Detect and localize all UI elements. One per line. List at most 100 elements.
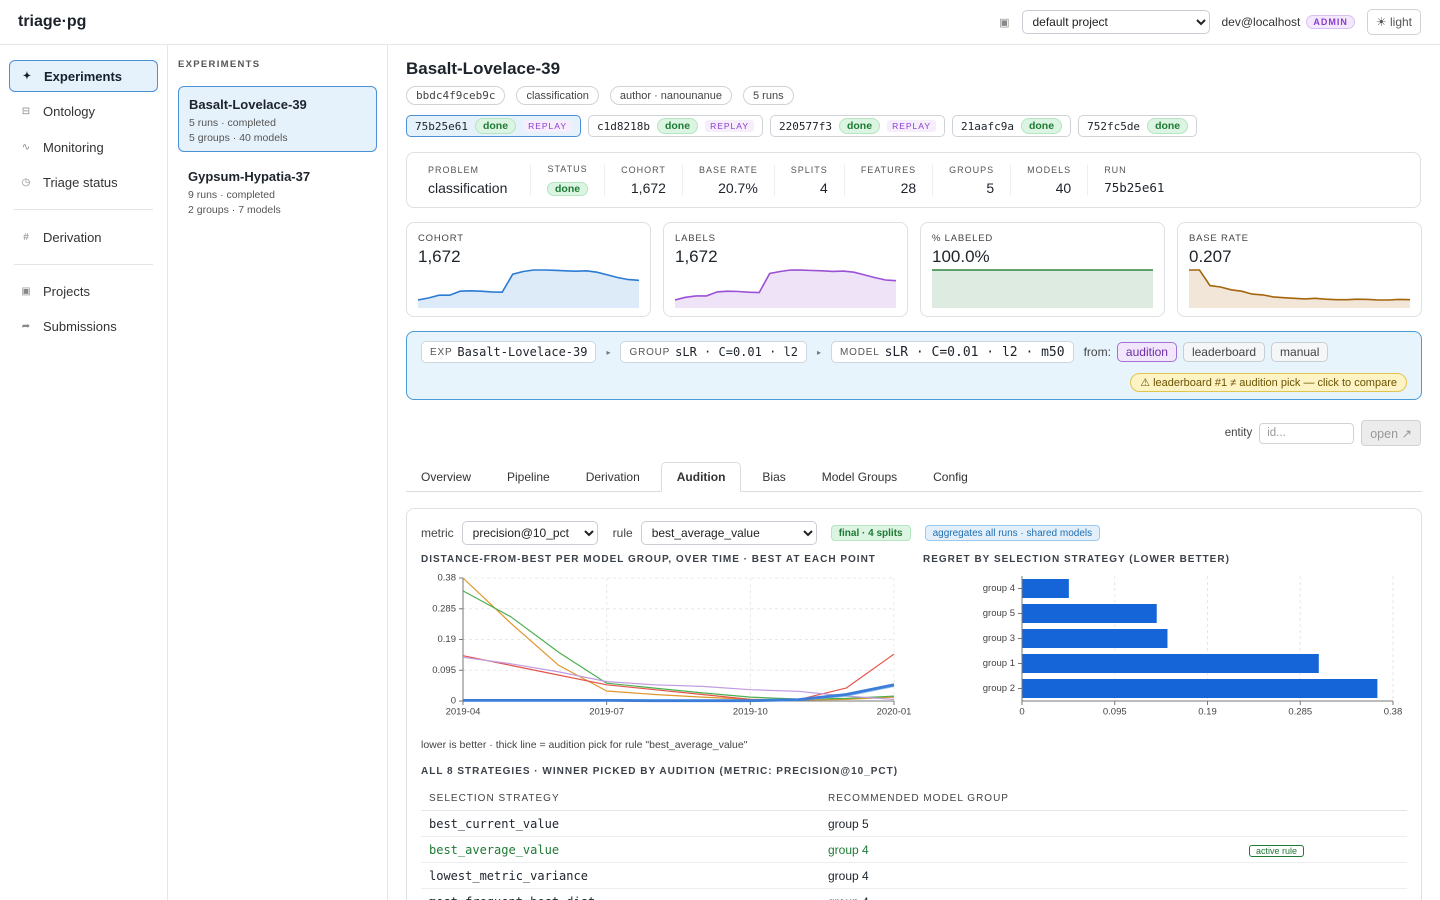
metric-label: BASE RATE xyxy=(1189,233,1249,244)
chip-value: sLR · C=0.01 · l2 xyxy=(675,345,798,359)
metric-value: 1,672 xyxy=(418,247,461,266)
table-row: most_frequent_best_distgroup 4 xyxy=(421,888,1407,900)
nav-item[interactable]: ∿ Monitoring xyxy=(21,139,104,155)
strategy-table: SELECTION STRATEGY RECOMMENDED MODEL GROU… xyxy=(421,786,1407,900)
run-pill[interactable]: 752fc5de done xyxy=(1078,115,1198,137)
run-pill[interactable]: 220577f3 done REPLAY xyxy=(770,115,945,137)
group-chip[interactable]: GROUP sLR · C=0.01 · l2 xyxy=(620,341,807,363)
chip-key: EXP xyxy=(430,346,453,358)
separator xyxy=(14,209,153,210)
nav-item[interactable]: ➦ Submissions xyxy=(21,318,117,334)
run-pill[interactable]: c1d8218b done REPLAY xyxy=(588,115,763,137)
tab[interactable]: Config xyxy=(933,470,968,484)
summary-value: 28 xyxy=(900,179,917,196)
summary-label: PROBLEM xyxy=(428,164,480,175)
tag-row: bbdc4f9ceb9c classification author · nan… xyxy=(406,86,805,105)
nav-item[interactable]: ✦ Experiments xyxy=(9,60,158,92)
top-bar: triage·pg ▣ default project dev@localhos… xyxy=(0,0,1440,45)
experiment-size: 5 groups · 40 models xyxy=(189,132,288,144)
summary-item: COHORT 1,672 xyxy=(604,164,682,196)
metric-select[interactable]: precision@10_pct xyxy=(461,521,598,545)
chip-key: GROUP xyxy=(629,346,671,358)
chart-title: REGRET BY SELECTION STRATEGY (LOWER BETT… xyxy=(923,554,1230,565)
tag: 5 runs xyxy=(743,86,794,105)
chip-value: sLR · C=0.01 · l2 · m50 xyxy=(884,344,1065,360)
run-row: 75b25e61 done REPLAY c1d8218b done REPLAY 22… xyxy=(406,115,1204,137)
metric-card: LABELS 1,672 xyxy=(663,222,908,317)
experiment-card[interactable]: Gypsum-Hypatia-37 9 runs · completed 2 g… xyxy=(178,159,377,225)
rule-select[interactable]: best_average_value xyxy=(640,521,817,545)
summary-value: 40 xyxy=(1055,179,1072,196)
tag: classification xyxy=(516,86,599,105)
run-pill[interactable]: 21aafc9a done xyxy=(952,115,1072,137)
tag: bbdc4f9ceb9c xyxy=(406,86,506,105)
bar xyxy=(1022,629,1168,648)
bar xyxy=(1022,604,1157,623)
series-line xyxy=(462,653,895,701)
tab[interactable]: Model Groups xyxy=(821,470,898,484)
summary-value: done xyxy=(547,182,589,196)
nav-item[interactable]: # Derivation xyxy=(23,229,102,245)
bar xyxy=(1022,579,1069,598)
list-heading: EXPERIMENTS xyxy=(178,59,261,70)
nav-item[interactable]: ▣ Projects xyxy=(21,283,90,299)
sparkline-chart xyxy=(1189,269,1410,308)
run-id: c1d8218b xyxy=(597,119,650,133)
summary-value: 1,672 xyxy=(630,179,666,196)
open-button[interactable]: open ↗ xyxy=(1361,420,1421,446)
exp-chip[interactable]: EXP Basalt-Lovelace-39 xyxy=(421,341,597,363)
summary-value: 20.7% xyxy=(718,179,758,196)
experiment-name: Basalt-Lovelace-39 xyxy=(189,97,307,112)
from-label: from: xyxy=(1083,345,1111,359)
x-tick-label: 2019-10 xyxy=(733,707,768,718)
nav-item[interactable]: ◷ Triage status xyxy=(21,174,118,190)
run-flag: REPLAY xyxy=(887,120,936,132)
entity-label: entity xyxy=(1224,427,1253,439)
sparkline-chart xyxy=(932,269,1153,308)
source-option[interactable]: leaderboard xyxy=(1182,342,1266,362)
audition-controls: metric precision@10_pct rule best_averag… xyxy=(421,521,1101,545)
run-id: 220577f3 xyxy=(779,119,832,133)
compare-warning[interactable]: ⚠ leaderboard #1 ≠ audition pick — click… xyxy=(1130,373,1407,392)
y-tick-label: 0.38 xyxy=(438,573,457,584)
arrow: ▸ xyxy=(816,347,821,357)
tab[interactable]: Audition xyxy=(660,462,742,492)
role-badge: ADMIN xyxy=(1306,15,1355,29)
metric-label: LABELS xyxy=(675,233,716,244)
chart-caption: lower is better · thick line = audition … xyxy=(421,739,748,751)
metric-label: metric xyxy=(421,526,454,540)
summary-item: GROUPS 5 xyxy=(932,164,1010,196)
tab[interactable]: Derivation xyxy=(585,470,640,484)
separator xyxy=(14,264,153,265)
series-line xyxy=(462,656,895,700)
series-line xyxy=(463,683,895,703)
tab[interactable]: Bias xyxy=(762,470,786,484)
nav-item[interactable]: ⊟ Ontology xyxy=(21,103,96,119)
tab[interactable]: Pipeline xyxy=(507,470,550,484)
summary-item: BASE RATE 20.7% xyxy=(681,164,774,196)
project-select[interactable]: default project xyxy=(1021,10,1210,34)
summary-item: RUN 75b25e61 xyxy=(1087,165,1180,195)
run-flag: REPLAY xyxy=(705,120,754,132)
summary-item: SPLITS 4 xyxy=(773,164,844,196)
run-id: 75b25e61 xyxy=(415,119,468,133)
sparkline xyxy=(675,269,896,301)
summary-card: PROBLEM classification STATUS done COHORT 1… xyxy=(406,152,1421,208)
nav-label: Projects xyxy=(43,283,90,299)
theme-toggle[interactable]: ☀ light xyxy=(1366,9,1421,35)
run-pill[interactable]: 75b25e61 done REPLAY xyxy=(406,115,581,137)
entity-input[interactable]: id... xyxy=(1259,422,1355,444)
chip-value: Basalt-Lovelace-39 xyxy=(457,345,588,359)
source-option[interactable]: manual xyxy=(1271,342,1329,362)
summary-label: COHORT xyxy=(621,164,666,175)
tab[interactable]: Overview xyxy=(421,470,472,484)
header-controls: ▣ default project dev@localhost ADMIN ☀ … xyxy=(999,9,1421,35)
experiment-card[interactable]: Basalt-Lovelace-39 5 runs · completed 5 … xyxy=(178,86,377,152)
table-row: best_current_value group 5 xyxy=(421,810,1407,837)
sparkline-area xyxy=(675,270,896,308)
x-tick-label: 0.19 xyxy=(1198,707,1217,718)
source-option[interactable]: audition xyxy=(1116,342,1177,362)
x-tick-label: 0 xyxy=(1019,707,1024,718)
model-chip[interactable]: MODEL sLR · C=0.01 · l2 · m50 xyxy=(831,341,1074,363)
series-line xyxy=(462,577,895,701)
